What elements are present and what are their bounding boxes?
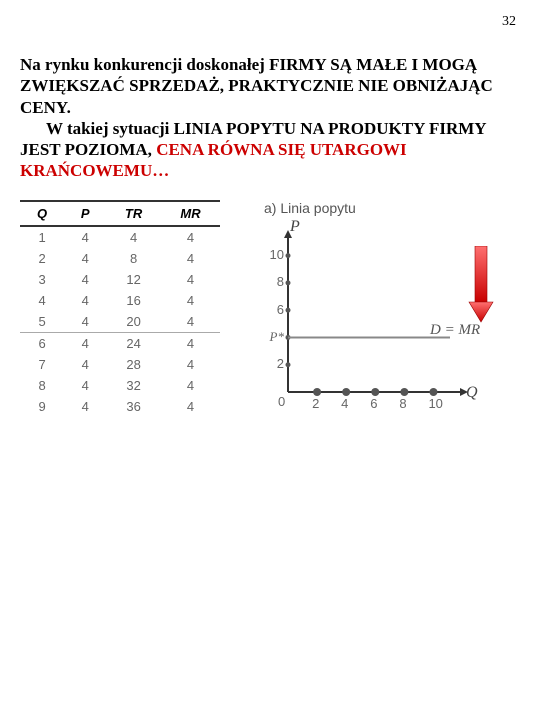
table-cell: 4 (64, 396, 106, 417)
table-row: 2484 (20, 248, 220, 269)
table-cell: 4 (161, 269, 220, 290)
table-cell: 36 (106, 396, 161, 417)
text-line-6-red: KRAŃCOWEMU… (20, 161, 169, 180)
col-tr: TR (106, 201, 161, 226)
red-down-arrow-icon (466, 246, 496, 329)
table-cell: 4 (161, 290, 220, 311)
y-tick-label: 10 (258, 247, 284, 262)
table-cell: 7 (20, 354, 64, 375)
table-row: 94364 (20, 396, 220, 417)
table-cell: 4 (161, 311, 220, 333)
y-tick-label: P* (258, 329, 284, 345)
table-cell: 4 (64, 311, 106, 333)
text-line-3: CENY. (20, 98, 71, 117)
table-cell: 1 (20, 226, 64, 248)
table-cell: 6 (20, 332, 64, 354)
table-cell: 28 (106, 354, 161, 375)
table-cell: 4 (64, 354, 106, 375)
data-table: Q P TR MR 144424843412444164542046424474… (20, 200, 220, 417)
text-line-4: W takiej sytuacji LINIA POPYTU NA PRODUK… (20, 118, 520, 139)
table-cell: 4 (20, 290, 64, 311)
text-line-2: ZWIĘKSZAĆ SPRZEDAŻ, PRAKTYCZNIE NIE OBNI… (20, 76, 493, 95)
col-mr: MR (161, 201, 220, 226)
table-cell: 9 (20, 396, 64, 417)
text-line-5a: JEST POZIOMA, (20, 140, 156, 159)
table-cell: 4 (161, 396, 220, 417)
table-row: 34124 (20, 269, 220, 290)
table-cell: 4 (106, 226, 161, 248)
table-cell: 3 (20, 269, 64, 290)
table-cell: 32 (106, 375, 161, 396)
text-line-1: Na rynku konkurencji doskonałej FIRMY SĄ… (20, 55, 477, 74)
table-cell: 4 (64, 226, 106, 248)
x-tick-label: 4 (341, 396, 348, 411)
table-row: 1444 (20, 226, 220, 248)
table-row: 84324 (20, 375, 220, 396)
col-p: P (64, 201, 106, 226)
col-q: Q (20, 201, 64, 226)
table-cell: 4 (161, 248, 220, 269)
table-row: 44164 (20, 290, 220, 311)
x-tick-label: 8 (399, 396, 406, 411)
table-cell: 12 (106, 269, 161, 290)
table-cell: 4 (64, 248, 106, 269)
table-row: 54204 (20, 311, 220, 333)
table-cell: 4 (161, 226, 220, 248)
origin-label: 0 (278, 394, 285, 409)
text-line-5b-red: CENA RÓWNA SIĘ UTARGOWI (156, 140, 406, 159)
table-cell: 4 (64, 290, 106, 311)
table-cell: 8 (106, 248, 161, 269)
table-cell: 20 (106, 311, 161, 333)
table-cell: 16 (106, 290, 161, 311)
table-cell: 5 (20, 311, 64, 333)
y-tick-label: 6 (258, 302, 284, 317)
y-tick-label: 8 (258, 274, 284, 289)
content-row: Q P TR MR 144424843412444164542046424474… (0, 182, 540, 440)
table-row: 74284 (20, 354, 220, 375)
table-cell: 4 (64, 332, 106, 354)
table-cell: 4 (64, 269, 106, 290)
table-cell: 4 (161, 375, 220, 396)
table-header-row: Q P TR MR (20, 201, 220, 226)
table-body: 1444248434124441645420464244742848432494… (20, 226, 220, 417)
x-axis-label: Q (466, 384, 478, 402)
x-tick-label: 2 (312, 396, 319, 411)
intro-paragraph: Na rynku konkurencji doskonałej FIRMY SĄ… (0, 0, 540, 182)
table-cell: 4 (64, 375, 106, 396)
x-tick-label: 6 (370, 396, 377, 411)
chart-title: a) Linia popytu (264, 200, 356, 216)
y-tick-label: 2 (258, 356, 284, 371)
demand-chart: a) Linia popytu P Q D = MR 1086P*2 24681… (250, 200, 520, 440)
chart-plot-area: P Q D = MR 1086P*2 246810 0 (250, 222, 490, 422)
table-cell: 4 (161, 332, 220, 354)
table-cell: 8 (20, 375, 64, 396)
table-cell: 4 (161, 354, 220, 375)
table-cell: 24 (106, 332, 161, 354)
x-tick-label: 10 (428, 396, 442, 411)
table-cell: 2 (20, 248, 64, 269)
y-axis-label: P (290, 218, 300, 236)
page-number: 32 (502, 14, 516, 30)
table-row: 64244 (20, 332, 220, 354)
